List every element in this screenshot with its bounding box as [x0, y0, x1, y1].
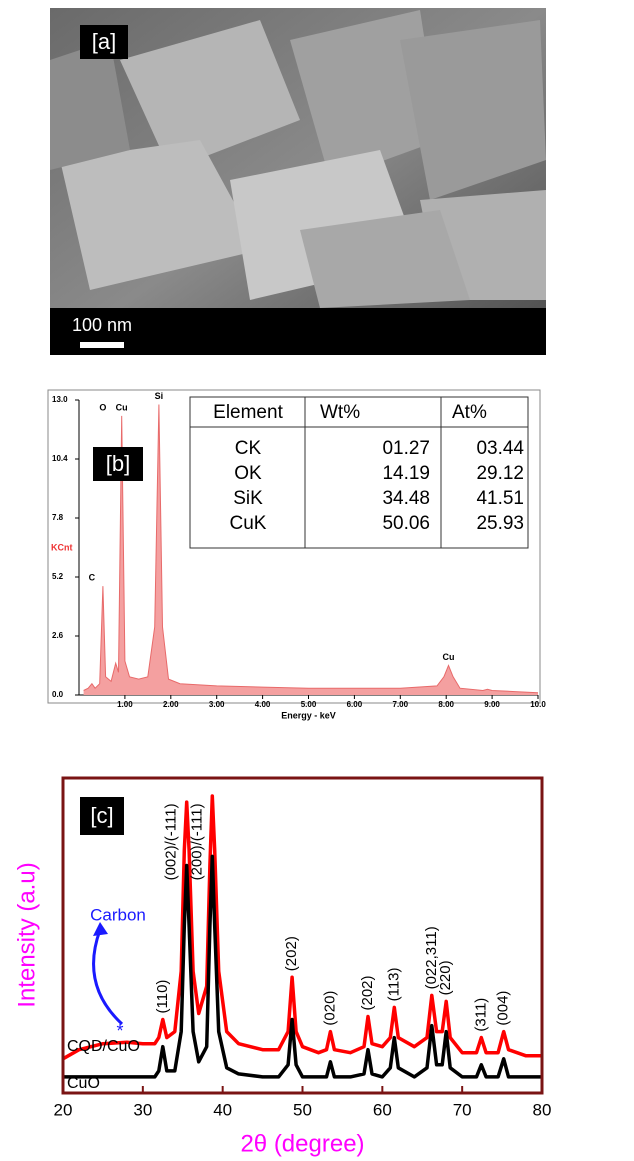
y-tick-label: 13.0: [52, 395, 68, 404]
panel-label: [a]: [92, 29, 116, 54]
table-cell: 34.48: [382, 488, 430, 509]
series-label: CQD/CuO: [67, 1038, 140, 1055]
series-line: [63, 796, 542, 1059]
x-tick-label: 40: [213, 1100, 232, 1119]
x-tick-label: 50: [293, 1100, 312, 1119]
x-tick-label: 30: [133, 1100, 152, 1119]
table-cell: 50.06: [382, 513, 430, 534]
x-tick-label: 60: [373, 1100, 392, 1119]
table-cell: 03.44: [476, 438, 524, 459]
annotation: *: [116, 1021, 123, 1041]
peak-label: (202): [359, 975, 376, 1010]
peak-label: (110): [154, 980, 171, 1014]
panel-label: [c]: [90, 803, 113, 828]
peak-label: O: [99, 402, 106, 412]
x-tick-label: 10.0: [530, 700, 546, 709]
peak-label: (220): [437, 960, 454, 995]
peak-label: Cu: [442, 652, 454, 662]
table-cell: OK: [234, 463, 262, 484]
table-cell: 14.19: [382, 463, 430, 484]
peak-label: (020): [321, 991, 338, 1026]
peak-label: (200)/(-111): [188, 803, 205, 880]
table-cell: 01.27: [382, 438, 430, 459]
peak-label: Cu: [116, 402, 128, 412]
peak-label: (202): [283, 936, 300, 971]
x-tick-label: 8.00: [438, 700, 454, 709]
x-tick-label: 20: [54, 1100, 73, 1119]
x-tick-label: 4.00: [255, 700, 271, 709]
eds-table: Element Wt% At% CK 01.27 03.44 OK 14.19 29.12 SiK…: [190, 397, 528, 548]
table-cell: CuK: [230, 513, 267, 534]
peak-label: (002)/(-111): [163, 803, 180, 880]
x-tick-label: 1.00: [117, 700, 133, 709]
x-tick-label: 3.00: [209, 700, 225, 709]
y-tick-label: 7.8: [52, 513, 64, 522]
peak-label: (311): [472, 998, 489, 1032]
table-header: Wt%: [320, 402, 360, 423]
table-header: At%: [452, 402, 487, 423]
sem-image: [a] 100 nm: [50, 8, 546, 355]
annotation: Carbon: [90, 905, 146, 924]
table-header: Element: [213, 402, 283, 423]
x-tick-label: 2.00: [163, 700, 179, 709]
y-tick-label: 0.0: [52, 690, 64, 699]
y-axis-label: Intensity (a.u): [13, 862, 40, 1007]
scale-bar-label: 100 nm: [72, 315, 132, 335]
x-tick-label: 6.00: [347, 700, 363, 709]
table-cell: SiK: [233, 488, 263, 509]
x-tick-label: 7.00: [393, 700, 409, 709]
y-tick-label: 2.6: [52, 631, 64, 640]
x-tick-label: 9.00: [484, 700, 500, 709]
y-tick-label: 5.2: [52, 572, 64, 581]
y-tick-label: 10.4: [52, 454, 68, 463]
x-axis-label: Energy - keV: [281, 710, 336, 720]
peak-label: (004): [495, 991, 512, 1026]
table-cell: 25.93: [476, 513, 524, 534]
x-axis-label: 2θ (degree): [240, 1130, 364, 1157]
table-cell: 41.51: [476, 488, 524, 509]
x-tick-label: 5.00: [301, 700, 317, 709]
peak-label: (113): [385, 967, 402, 1001]
figure: [a] 100 nm 1.00 2.00 3.00 4.00 5.00 6.00 7.00 8…: [0, 0, 634, 1161]
y-axis-label: KCnt: [51, 542, 73, 552]
carbon-arrow: [94, 930, 122, 1024]
table-cell: 29.12: [476, 463, 524, 484]
x-tick-label: 70: [453, 1100, 472, 1119]
table-cell: CK: [235, 438, 262, 459]
x-tick-label: 80: [533, 1100, 552, 1119]
peak-label: Si: [155, 391, 164, 401]
series-label: CuO: [67, 1075, 100, 1092]
peak-label: C: [89, 572, 96, 582]
panel-label: [b]: [106, 451, 130, 476]
